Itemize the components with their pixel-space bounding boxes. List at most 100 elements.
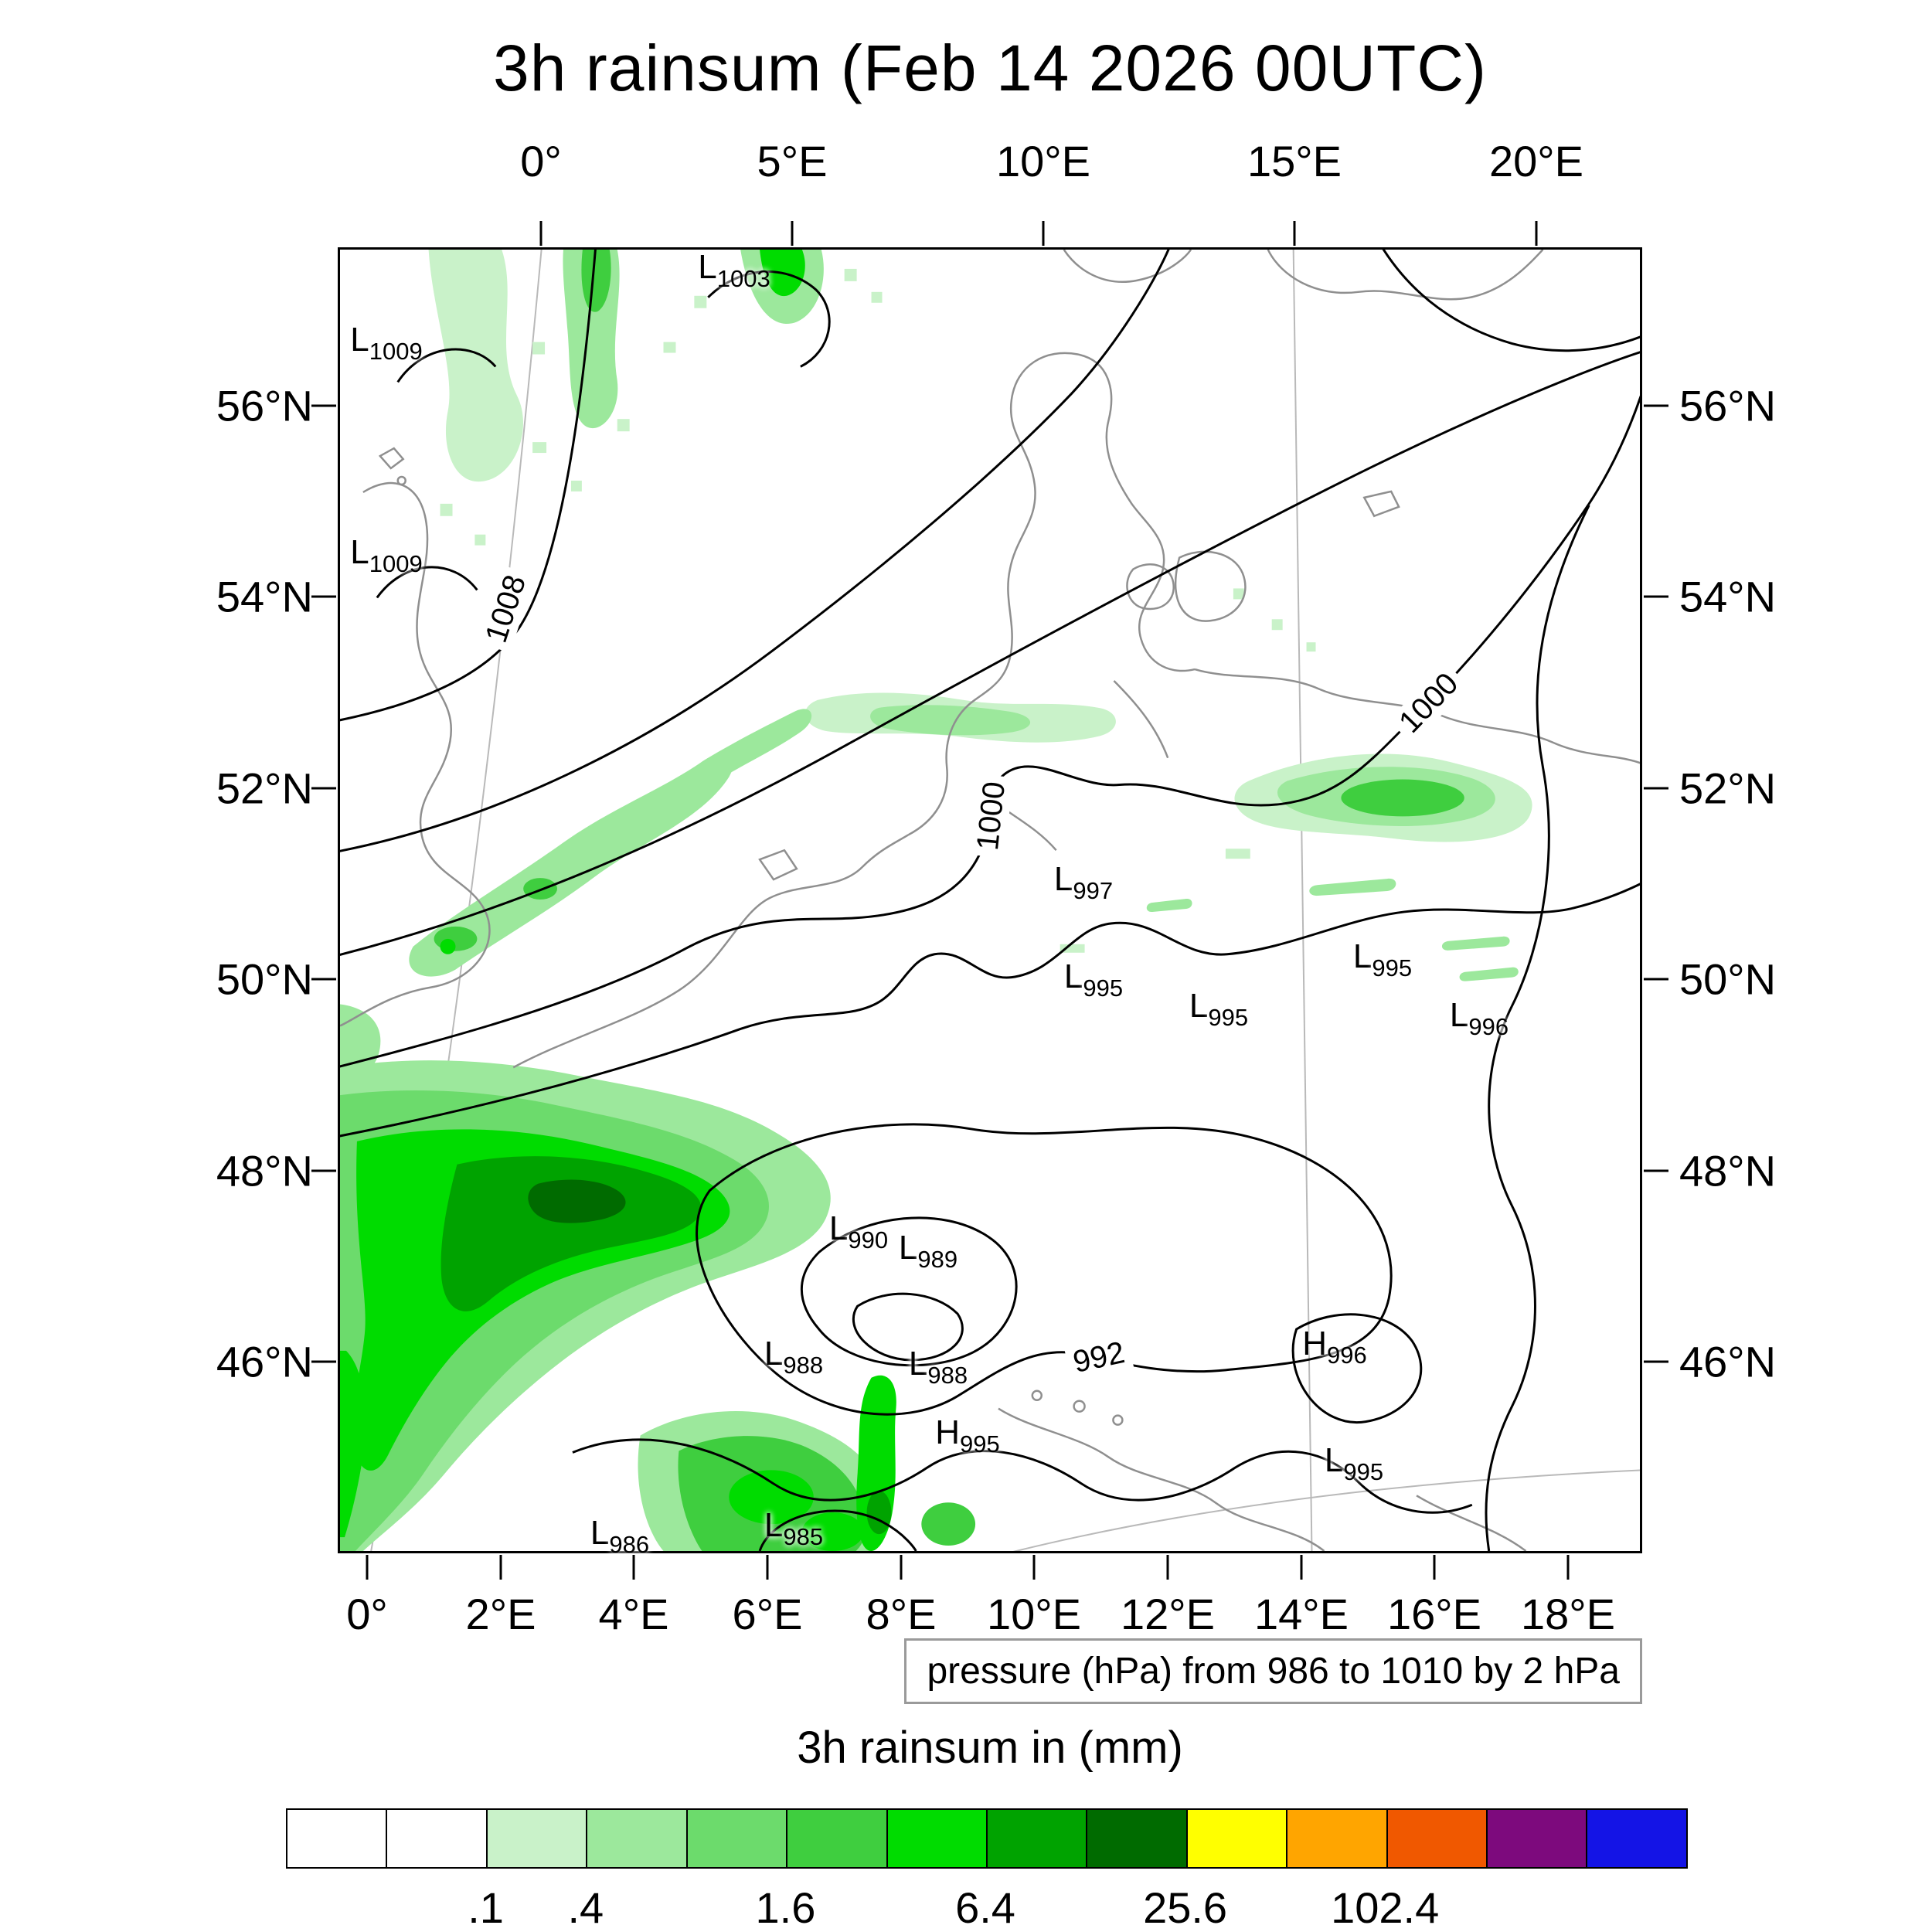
isobars-shape xyxy=(707,270,831,368)
coastlines-shape xyxy=(998,1407,1325,1551)
rain-areas-shape xyxy=(1225,849,1250,859)
coastlines-shape xyxy=(1113,680,1169,759)
axis-tick-bottom xyxy=(900,1555,903,1580)
axis-label-bottom: 18°E xyxy=(1520,1590,1616,1638)
isobars-shape xyxy=(696,1123,1393,1416)
colorbar-cell xyxy=(1286,1810,1386,1867)
axis-tick-left xyxy=(311,1169,336,1172)
coastlines-shape xyxy=(758,849,798,881)
axis-tick-right xyxy=(1644,404,1668,407)
isobars-shape xyxy=(376,566,478,599)
coastlines-shape xyxy=(1073,1400,1086,1413)
axis-label-right: 46°N xyxy=(1679,1337,1777,1386)
coastlines-shape xyxy=(396,475,406,486)
axis-tick-left xyxy=(311,404,336,407)
axis-label-left: 54°N xyxy=(216,572,313,621)
axis-label-right: 48°N xyxy=(1679,1146,1777,1196)
axis-label-bottom: 2°E xyxy=(465,1590,536,1638)
coastlines-shape xyxy=(378,447,405,470)
axis-label-right: 54°N xyxy=(1679,572,1777,621)
isobars-shape xyxy=(1291,1313,1423,1424)
coastlines-shape xyxy=(1267,250,1544,301)
colorbar-cell xyxy=(1386,1810,1487,1867)
coastlines-shape xyxy=(1416,1495,1527,1551)
axis-tick-right xyxy=(1644,978,1668,981)
rain-areas-shape xyxy=(570,480,582,492)
rain-areas-shape xyxy=(440,503,453,516)
rain-areas-shape xyxy=(617,419,630,432)
rain-areas-shape xyxy=(474,534,486,546)
colorbar-cell xyxy=(1086,1810,1186,1867)
rain-areas-shape xyxy=(340,1350,366,1538)
axis-label-top: 15°E xyxy=(1247,137,1342,185)
axis-tick-top xyxy=(1293,221,1296,246)
axis-label-left: 50°N xyxy=(216,954,313,1004)
axis-tick-top xyxy=(791,221,794,246)
colorbar-cell xyxy=(685,1810,787,1867)
page-title: 3h rainsum (Feb 14 2026 00UTC) xyxy=(493,32,1487,104)
coastlines-shape xyxy=(1362,490,1400,518)
axis-tick-right xyxy=(1644,787,1668,790)
rain-areas-shape xyxy=(1306,642,1316,652)
axis-label-top: 10°E xyxy=(995,137,1091,185)
colorbar-cell xyxy=(886,1810,986,1867)
colorbar-tick-label: .4 xyxy=(567,1883,604,1932)
rain-areas-shape xyxy=(1271,619,1283,631)
rain-areas-shape xyxy=(871,291,883,303)
coastlines xyxy=(340,250,1640,1551)
axis-tick-left xyxy=(311,1360,336,1363)
rain-areas-shape xyxy=(440,1156,702,1311)
coastlines-shape xyxy=(1174,550,1247,622)
isobars-shape xyxy=(758,1509,917,1551)
axis-tick-right xyxy=(1644,1360,1668,1363)
rain-areas-shape xyxy=(1441,936,1510,951)
isobars-shape xyxy=(340,250,1170,852)
axis-tick-bottom xyxy=(766,1555,769,1580)
axis-label-right: 50°N xyxy=(1679,954,1777,1004)
rain-areas-shape xyxy=(1459,967,1519,981)
colorbar-cell xyxy=(586,1810,686,1867)
axis-tick-left xyxy=(311,787,336,790)
axis-tick-right xyxy=(1644,1169,1668,1172)
axis-tick-bottom xyxy=(1032,1555,1036,1580)
colorbar-cell xyxy=(786,1810,886,1867)
weather-map-canvas xyxy=(340,250,1640,1551)
axis-label-top: 0° xyxy=(520,137,562,185)
rain-areas-shape xyxy=(1060,944,1085,953)
axis-label-bottom: 0° xyxy=(346,1590,388,1638)
axis-tick-top xyxy=(1042,221,1045,246)
colorbar-title: 3h rainsum in (mm) xyxy=(797,1723,1183,1773)
axis-tick-top xyxy=(1535,221,1538,246)
isobars-shape xyxy=(340,395,1640,1068)
rain-areas-shape xyxy=(1341,779,1464,817)
axis-tick-top xyxy=(539,221,543,246)
rain-areas-shape xyxy=(801,1512,864,1551)
colorbar-cell xyxy=(485,1810,587,1867)
isobars-shape xyxy=(1382,250,1640,352)
axis-tick-right xyxy=(1644,595,1668,598)
axis-label-bottom: 12°E xyxy=(1120,1590,1216,1638)
axis-label-bottom: 8°E xyxy=(866,1590,937,1638)
axis-label-bottom: 10°E xyxy=(986,1590,1082,1638)
isobars-shape xyxy=(572,1438,1473,1514)
rain-areas-shape xyxy=(409,753,733,977)
rain-areas-shape xyxy=(528,1179,626,1223)
coastlines-shape xyxy=(907,352,1196,836)
rain-areas-shape xyxy=(1309,878,1396,896)
rain-areas-shape xyxy=(694,295,707,308)
pressure-caption: pressure (hPa) from 986 to 1010 by 2 hPa xyxy=(904,1638,1642,1704)
isobars-shape xyxy=(852,1292,964,1362)
rain-areas-shape xyxy=(663,342,676,353)
colorbar xyxy=(286,1808,1688,1869)
colorbar-tick-label: 6.4 xyxy=(955,1883,1015,1932)
rain-areas-shape xyxy=(866,1491,892,1535)
rain-areas-shape xyxy=(440,938,456,954)
axis-label-left: 56°N xyxy=(216,381,313,430)
colorbar-cell xyxy=(1486,1810,1587,1867)
colorbar-cell xyxy=(386,1810,486,1867)
coastlines-shape xyxy=(1194,668,1640,764)
axis-tick-bottom xyxy=(1433,1555,1436,1580)
axis-tick-bottom xyxy=(1166,1555,1169,1580)
coastlines-shape xyxy=(340,481,491,1027)
